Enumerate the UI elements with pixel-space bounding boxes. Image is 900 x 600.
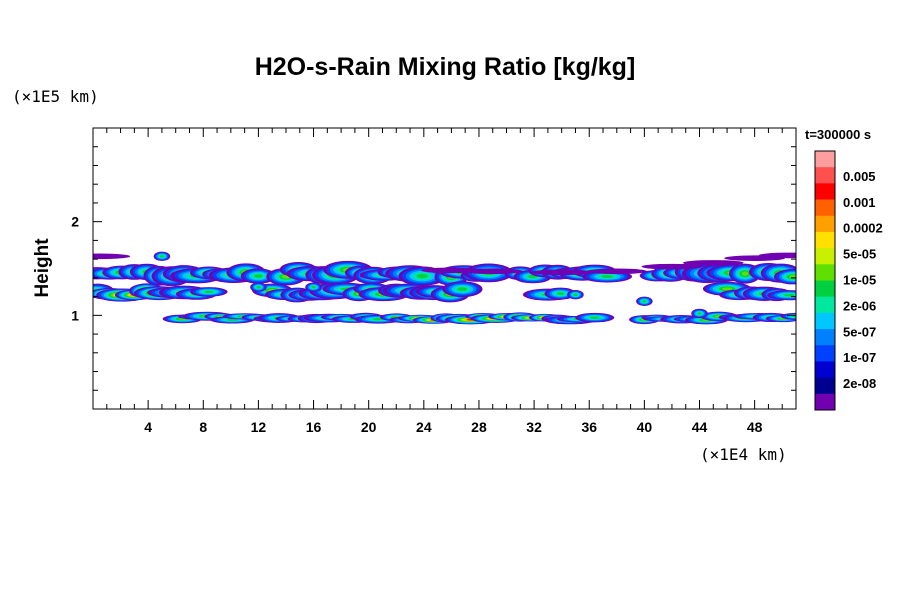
isolated-cell [311,286,316,289]
plot-frame [92,127,797,410]
isolated-cell [697,312,702,315]
x-tick-label: 44 [692,419,708,435]
fringe-cell [586,268,648,275]
colorbar-swatch [815,280,835,297]
isolated-cell [256,286,261,289]
x-tick-label: 36 [581,419,597,435]
colorbar-label: 2e-08 [843,376,876,391]
upper-layer-cell [254,274,263,278]
colorbar-swatch [815,248,835,265]
colorbar-label: 5e-07 [843,324,876,339]
x-tick-label: 24 [416,419,432,435]
colorbar-label: 2e-06 [843,298,876,313]
colorbar: 0.005 0.001 0.0002 5e-05 1e-05 2e-06 5e-07 1e-0… [814,150,883,411]
colorbar-label: 5e-05 [843,247,876,262]
fringe-cell [758,252,796,259]
chart-title: H2O-s-Rain Mixing Ratio [kg/kg] [255,53,636,81]
fringe-cell [531,269,592,276]
isolated-cell [573,293,578,296]
colorbar-swatch [815,296,835,314]
colorbar-swatch [815,312,835,330]
mid-layer-cell [721,287,733,291]
y-tick-label: 1 [71,307,79,323]
colorbar-swatch [815,215,835,233]
colorbar-swatch [815,329,835,346]
colorbar-label: 1e-07 [843,350,876,365]
colorbar-swatch [815,183,835,200]
isolated-cell [159,255,164,258]
colorbar-label: 0.0002 [843,221,883,236]
x-tick-label: 8 [199,419,207,435]
x-tick-label: 20 [361,419,377,435]
isolated-cell [642,300,647,303]
colorbar-label: 1e-05 [843,273,876,288]
x-tick-label: 12 [251,419,267,435]
y-unit-label: (×1E5 km) [12,87,99,106]
colorbar-swatch [815,393,835,411]
upper-layer-cell [416,273,429,279]
colorbar-swatch [815,264,835,281]
fringe-cell [641,263,703,270]
x-tick-label: 16 [306,419,322,435]
lower-layer-cell [590,316,600,319]
colorbar-label: 0.001 [843,195,876,210]
x-tick-label: 40 [637,419,653,435]
x-unit-label: (×1E4 km) [700,445,787,464]
colorbar-swatch [815,199,835,217]
y-axis: 12 [71,146,796,391]
colorbar-swatch [815,151,835,168]
mid-layer-cell [783,293,795,297]
x-tick-label: 4 [144,419,152,435]
fringe-cell [462,268,524,275]
fringe-cell [682,260,744,266]
colorbar-swatch [815,377,835,395]
lower-layer-cell [792,315,796,318]
y-tick-label: 2 [71,214,79,230]
mid-layer-cell [204,290,214,294]
colorbar-frame [814,150,836,411]
x-axis: 4 8 12 16 20 24 28 32 36 40 44 48 [106,128,783,435]
time-label: t=300000 s [805,127,871,142]
colorbar-swatch [815,345,835,362]
lower-layer-cell [226,318,238,321]
colorbar-swatch [815,231,835,249]
mid-layer-cell [556,292,565,296]
x-tick-label: 28 [471,419,487,435]
rain-field [93,251,796,325]
colorbar-swatch [815,167,835,184]
mid-layer-cell [457,287,468,292]
x-tick-label: 48 [747,419,763,435]
upper-layer-cell [741,271,749,276]
x-tick-label: 32 [526,419,542,435]
y-axis-label: Height [32,238,53,298]
colorbar-swatch [815,361,835,378]
upper-layer-cell [601,275,614,278]
colorbar-label: 0.005 [843,169,876,184]
fringe-cell [93,253,131,260]
